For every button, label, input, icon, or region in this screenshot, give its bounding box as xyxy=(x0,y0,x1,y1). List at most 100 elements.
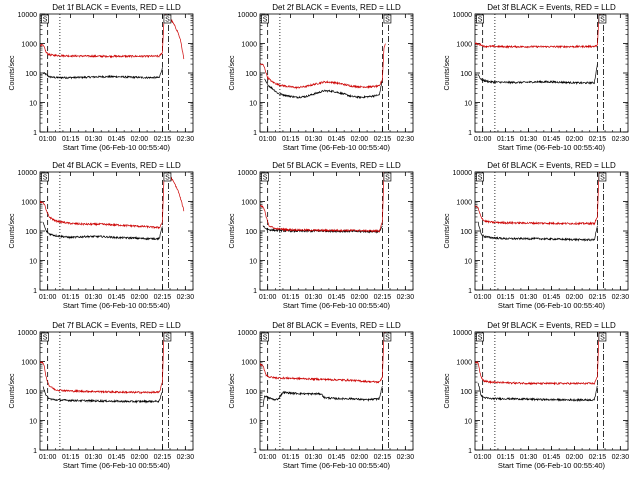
y-tick-label: 1 xyxy=(468,288,472,295)
x-tick-label: 01:15 xyxy=(62,294,80,301)
x-tick-label: 02:00 xyxy=(566,454,584,461)
events-series-line xyxy=(477,63,598,85)
y-tick-label: 1000 xyxy=(456,200,472,207)
y-axis-label: Counts/sec xyxy=(444,213,451,249)
time-markers xyxy=(267,172,389,290)
y-tick-label: 10 xyxy=(29,101,37,108)
panel-1: Det 1f BLACK = Events, RED = LLD 1 10 100 10… xyxy=(9,3,194,152)
saa-box xyxy=(383,172,392,182)
x-tick-label: 02:30 xyxy=(612,294,630,301)
saa-box-label: S xyxy=(600,17,605,24)
y-tick-label: 1 xyxy=(253,130,257,137)
saa-box-label: S xyxy=(263,175,268,182)
y-tick-label: 100 xyxy=(460,389,472,396)
x-tick-label: 01:30 xyxy=(85,454,103,461)
x-axis-label: Start Time (06-Feb-10 00:55:40) xyxy=(283,301,391,310)
y-tick-label: 10 xyxy=(464,101,472,108)
y-tick-label: 10 xyxy=(249,419,257,426)
y-axis-label: Counts/sec xyxy=(229,373,236,409)
events-series-line xyxy=(264,78,383,100)
y-tick-label: 1000 xyxy=(21,42,37,49)
saa-box-label: S xyxy=(263,17,268,24)
x-tick-label: 01:15 xyxy=(282,294,300,301)
panel-title: Det 9f BLACK = Events, RED = LLD xyxy=(487,321,616,330)
x-axis-label: Start Time (06-Feb-10 00:55:40) xyxy=(498,461,606,470)
y-tick-label: 100 xyxy=(25,229,37,236)
panel-8: Det 8f BLACK = Events, RED = LLD 1 10 100 10… xyxy=(229,321,414,470)
x-tick-label: 02:30 xyxy=(397,294,415,301)
saa-box-label: S xyxy=(165,17,170,24)
saa-box xyxy=(476,14,484,24)
y-tick-label: 10 xyxy=(464,259,472,266)
y-tick-label: 1 xyxy=(253,288,257,295)
y-tick-label: 1 xyxy=(33,448,37,455)
axes-frame xyxy=(259,331,414,451)
x-tick-label: 01:15 xyxy=(497,454,515,461)
x-tick-label: 01:30 xyxy=(305,454,323,461)
x-tick-label: 01:00 xyxy=(474,136,492,143)
saa-box-label: S xyxy=(385,17,390,24)
x-axis-label: Start Time (06-Feb-10 00:55:40) xyxy=(498,143,606,152)
x-tick-label: 02:30 xyxy=(177,294,195,301)
y-tick-label: 100 xyxy=(245,389,257,396)
y-tick-label: 10000 xyxy=(238,12,258,19)
events-series-line xyxy=(42,67,163,80)
y-tick-label: 1000 xyxy=(456,42,472,49)
x-tick-label: 01:45 xyxy=(328,136,346,143)
y-tick-label: 10000 xyxy=(18,170,38,177)
x-tick-label: 02:15 xyxy=(154,294,172,301)
axes-frame xyxy=(39,171,194,291)
y-tick-label: 10 xyxy=(29,419,37,426)
lld-series-line xyxy=(40,172,185,230)
saa-box-label: S xyxy=(478,335,483,342)
saa-box-label: S xyxy=(600,175,605,182)
axes-frame xyxy=(474,13,629,133)
x-tick-label: 01:15 xyxy=(497,136,515,143)
x-tick-label: 01:30 xyxy=(85,294,103,301)
panel-3: Det 3f BLACK = Events, RED = LLD 1 10 100 10… xyxy=(444,3,629,152)
y-axis-label: Counts/sec xyxy=(9,55,16,91)
y-tick-label: 100 xyxy=(460,229,472,236)
x-tick-label: 02:15 xyxy=(589,136,607,143)
x-tick-label: 01:45 xyxy=(108,294,126,301)
x-tick-label: 02:30 xyxy=(177,136,195,143)
x-tick-label: 02:00 xyxy=(131,136,149,143)
panel-title: Det 8f BLACK = Events, RED = LLD xyxy=(272,321,401,330)
axes-frame xyxy=(474,171,629,291)
x-tick-label: 02:00 xyxy=(351,136,369,143)
x-tick-label: 01:15 xyxy=(282,454,300,461)
panel-title: Det 2f BLACK = Events, RED = LLD xyxy=(272,3,401,12)
x-axis-label: Start Time (06-Feb-10 00:55:40) xyxy=(283,143,391,152)
x-tick-label: 02:15 xyxy=(154,454,172,461)
y-tick-label: 10000 xyxy=(453,330,473,337)
panel-title: Det 6f BLACK = Events, RED = LLD xyxy=(487,161,616,170)
lld-series-line xyxy=(40,332,166,395)
x-tick-label: 01:45 xyxy=(108,136,126,143)
x-tick-label: 01:30 xyxy=(520,454,538,461)
saa-box-label: S xyxy=(43,175,48,182)
y-tick-label: 1 xyxy=(33,130,37,137)
y-axis-label: Counts/sec xyxy=(444,55,451,91)
x-tick-label: 02:00 xyxy=(131,294,149,301)
x-tick-label: 02:30 xyxy=(397,136,415,143)
saa-box xyxy=(261,332,269,342)
saa-box-label: S xyxy=(385,175,390,182)
y-tick-label: 1 xyxy=(253,448,257,455)
lld-series-line xyxy=(40,14,185,60)
y-tick-label: 10000 xyxy=(18,12,38,19)
x-tick-label: 02:00 xyxy=(351,294,369,301)
x-tick-label: 01:00 xyxy=(39,136,57,143)
x-tick-label: 02:15 xyxy=(589,454,607,461)
time-markers xyxy=(47,172,169,290)
y-axis-label: Counts/sec xyxy=(9,213,16,249)
panel-4: Det 4f BLACK = Events, RED = LLD 1 10 100 10… xyxy=(9,161,194,310)
x-tick-label: 02:00 xyxy=(566,294,584,301)
lld-series-line xyxy=(260,332,386,384)
saa-box xyxy=(261,172,269,182)
y-axis-label: Counts/sec xyxy=(229,213,236,249)
y-tick-label: 1000 xyxy=(241,200,257,207)
x-tick-label: 01:45 xyxy=(328,454,346,461)
axes-frame xyxy=(474,331,629,451)
saa-box-label: S xyxy=(478,17,483,24)
panel-title: Det 5f BLACK = Events, RED = LLD xyxy=(272,161,401,170)
